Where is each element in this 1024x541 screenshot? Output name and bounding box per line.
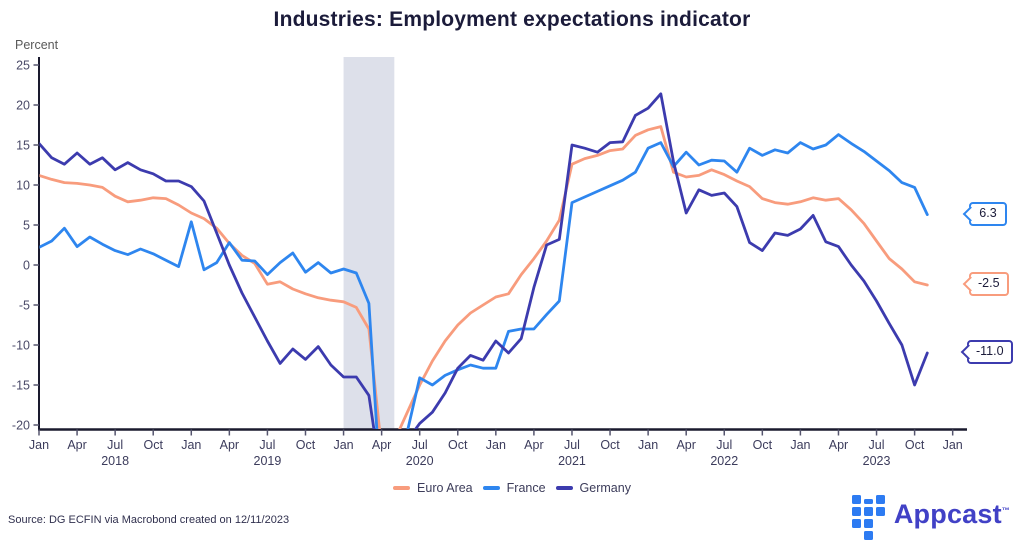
x-tick-label: Apr <box>676 438 695 452</box>
y-tick-label: 25 <box>16 59 30 73</box>
appcast-logo-text: Appcast™ <box>893 499 1010 529</box>
x-year-label: 2023 <box>863 454 891 468</box>
logo-square <box>875 507 885 516</box>
end-label-euro-area-value: -2.5 <box>978 276 1000 290</box>
x-tick-label: Jan <box>29 438 49 452</box>
x-tick-label: Jul <box>107 438 123 452</box>
x-tick-label: Jul <box>259 438 275 452</box>
x-tick-label: Jul <box>869 438 885 452</box>
y-tick-label: -5 <box>19 299 30 313</box>
euro-area-line-swatch-icon <box>393 486 411 490</box>
y-tick-label: 15 <box>16 139 30 153</box>
x-tick-label: Apr <box>220 438 239 452</box>
x-tick-label: Oct <box>448 438 468 452</box>
logo-square <box>851 495 861 504</box>
end-label-france-value: 6.3 <box>979 206 997 220</box>
logo-square <box>875 495 885 504</box>
x-year-label: 2021 <box>558 454 586 468</box>
x-tick-label: Jul <box>716 438 732 452</box>
x-tick-label: Oct <box>905 438 925 452</box>
germany-line-swatch-icon <box>555 486 573 490</box>
legend: Euro Area France Germany <box>0 481 1024 495</box>
series-line-france <box>39 133 929 429</box>
y-tick-label: -20 <box>12 419 30 433</box>
legend-label-france: France <box>506 481 546 495</box>
x-year-label: 2020 <box>406 454 434 468</box>
y-tick-label: 20 <box>16 99 30 113</box>
x-tick-label: Apr <box>372 438 391 452</box>
logo-square <box>863 499 873 504</box>
x-tick-label: Jan <box>333 438 353 452</box>
logo-square <box>851 519 861 528</box>
legend-item-germany: Germany <box>555 481 631 495</box>
legend-item-france: France <box>482 481 546 495</box>
y-tick-label: 0 <box>23 259 30 273</box>
x-tick-label: Jan <box>943 438 963 452</box>
legend-label-euro-area: Euro Area <box>417 481 473 495</box>
x-year-label: 2019 <box>254 454 282 468</box>
y-tick-label: -10 <box>12 339 30 353</box>
y-tick-label: 5 <box>23 219 30 233</box>
series-line-germany <box>39 92 929 429</box>
series-lines <box>39 92 929 429</box>
appcast-grid-icon <box>851 495 885 540</box>
x-tick-label: Oct <box>296 438 316 452</box>
end-label-germany: -11.0 <box>960 340 1013 364</box>
x-tick-label: Oct <box>753 438 773 452</box>
x-tick-label: Oct <box>600 438 620 452</box>
x-tick-label: Jul <box>412 438 428 452</box>
logo-square <box>863 507 873 516</box>
legend-label-germany: Germany <box>579 481 631 495</box>
end-label-france: 6.3 <box>962 202 1007 226</box>
trademark-symbol: ™ <box>1001 506 1010 515</box>
france-line-swatch-icon <box>482 486 500 490</box>
x-tick-label: Jan <box>790 438 810 452</box>
x-tick-label: Apr <box>829 438 848 452</box>
y-tick-label: -15 <box>12 379 30 393</box>
x-tick-label: Apr <box>67 438 86 452</box>
end-label-euro-area: -2.5 <box>962 272 1009 296</box>
y-axis-ticks: 25 20 15 10 5 0 -5 -10 -15 -20 <box>12 59 39 433</box>
x-axis-ticks: Jan Apr Jul 2018 Oct Jan Apr Jul 2019 Oct Jan Apr Ju… <box>29 429 963 468</box>
x-year-label: 2022 <box>710 454 738 468</box>
y-tick-label: 10 <box>16 179 30 193</box>
x-tick-label: Jan <box>486 438 506 452</box>
x-tick-label: Jan <box>638 438 658 452</box>
x-tick-label: Jul <box>564 438 580 452</box>
appcast-logo: Appcast™ <box>851 494 1010 540</box>
recession-band <box>343 57 395 430</box>
x-tick-label: Jan <box>181 438 201 452</box>
logo-square <box>851 507 861 516</box>
end-label-germany-value: -11.0 <box>976 344 1004 358</box>
y-axis-unit-label: Percent <box>15 38 59 52</box>
logo-square <box>863 519 873 528</box>
source-note: Source: DG ECFIN via Macrobond created o… <box>8 514 290 526</box>
x-tick-label: Apr <box>524 438 543 452</box>
chart-title: Industries: Employment expectations indi… <box>273 8 751 31</box>
logo-square <box>863 531 873 540</box>
x-year-label: 2018 <box>101 454 129 468</box>
series-line-euro-area <box>39 125 929 429</box>
x-tick-label: Oct <box>143 438 163 452</box>
legend-item-euro-area: Euro Area <box>393 481 473 495</box>
axes <box>38 57 967 431</box>
